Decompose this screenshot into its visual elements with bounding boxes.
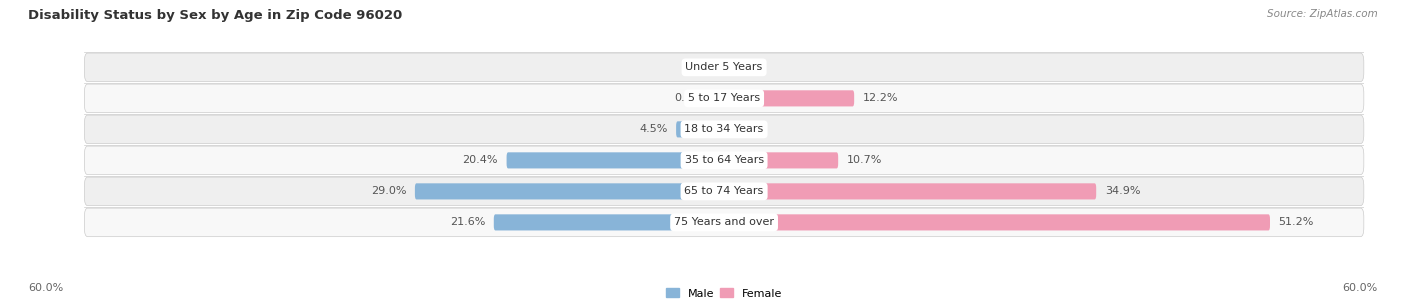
Text: 0.59%: 0.59%	[673, 93, 709, 103]
Text: 0.0%: 0.0%	[733, 62, 761, 72]
FancyBboxPatch shape	[84, 53, 1364, 82]
Text: 60.0%: 60.0%	[28, 283, 63, 293]
Text: 12.2%: 12.2%	[863, 93, 898, 103]
FancyBboxPatch shape	[718, 90, 724, 106]
Text: 60.0%: 60.0%	[1343, 283, 1378, 293]
Text: 4.5%: 4.5%	[640, 124, 668, 135]
FancyBboxPatch shape	[724, 214, 1270, 231]
Text: 51.2%: 51.2%	[1278, 217, 1313, 228]
FancyBboxPatch shape	[724, 183, 1097, 199]
FancyBboxPatch shape	[724, 90, 855, 106]
FancyBboxPatch shape	[84, 208, 1364, 237]
FancyBboxPatch shape	[676, 121, 724, 138]
FancyBboxPatch shape	[494, 214, 724, 231]
Text: 0.0%: 0.0%	[733, 124, 761, 135]
Legend: Male, Female: Male, Female	[661, 284, 787, 303]
Text: Under 5 Years: Under 5 Years	[686, 62, 762, 72]
Text: 20.4%: 20.4%	[463, 155, 498, 165]
FancyBboxPatch shape	[415, 183, 724, 199]
FancyBboxPatch shape	[506, 152, 724, 168]
Text: 75 Years and over: 75 Years and over	[673, 217, 775, 228]
Text: 65 to 74 Years: 65 to 74 Years	[685, 186, 763, 196]
Text: 35 to 64 Years: 35 to 64 Years	[685, 155, 763, 165]
Text: Source: ZipAtlas.com: Source: ZipAtlas.com	[1267, 9, 1378, 19]
Text: 5 to 17 Years: 5 to 17 Years	[688, 93, 761, 103]
Text: 18 to 34 Years: 18 to 34 Years	[685, 124, 763, 135]
FancyBboxPatch shape	[84, 146, 1364, 175]
FancyBboxPatch shape	[84, 177, 1364, 206]
Text: 0.0%: 0.0%	[688, 62, 716, 72]
FancyBboxPatch shape	[84, 84, 1364, 113]
Text: 29.0%: 29.0%	[371, 186, 406, 196]
FancyBboxPatch shape	[724, 152, 838, 168]
FancyBboxPatch shape	[84, 115, 1364, 144]
Text: Disability Status by Sex by Age in Zip Code 96020: Disability Status by Sex by Age in Zip C…	[28, 9, 402, 22]
Text: 10.7%: 10.7%	[846, 155, 882, 165]
Text: 21.6%: 21.6%	[450, 217, 485, 228]
Text: 34.9%: 34.9%	[1105, 186, 1140, 196]
